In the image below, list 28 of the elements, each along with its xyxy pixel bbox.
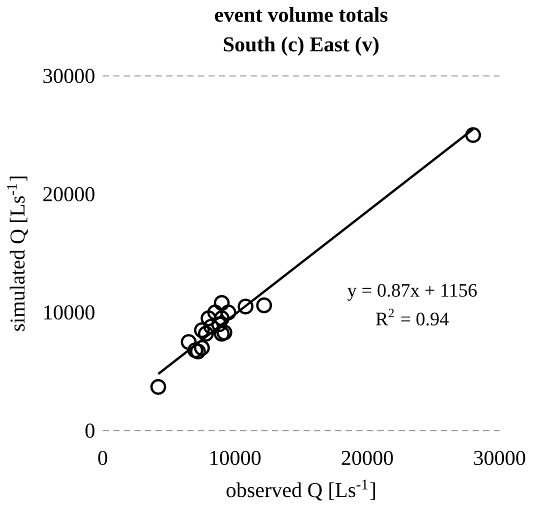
point [180, 334, 197, 350]
point [198, 326, 214, 342]
point [187, 342, 204, 358]
point [256, 298, 272, 314]
x-tick-label: 20000 [342, 451, 393, 466]
point [194, 340, 210, 356]
point [207, 304, 224, 321]
x-tick-label: 0 [98, 451, 108, 466]
point [465, 127, 482, 144]
point [150, 379, 166, 396]
chart-subtitle: South (c) East (v) [224, 36, 379, 56]
point [220, 304, 236, 321]
annotation: y = 0.87x + 1156 [347, 284, 477, 301]
point [200, 310, 216, 327]
annotation: R$^{2}$ = 0.94 [376, 309, 449, 326]
chart-title: event volume totals [214, 7, 388, 22]
y-tick-label: 10000 [44, 306, 94, 320]
point [194, 322, 210, 338]
point [190, 344, 206, 360]
y-tick-label: 0 [85, 424, 94, 438]
x-tick-label: 30000 [474, 451, 526, 466]
y-axis-title: simulated Q [Ls$^{-1}$] [7, 176, 28, 331]
y-tick-label: 20000 [43, 187, 94, 202]
y-tick-label: 30000 [43, 69, 94, 84]
x-axis-title: observed Q [Ls$^{-1}$] [226, 480, 375, 501]
x-tick-label: 10000 [210, 451, 261, 466]
point [214, 295, 230, 312]
point [238, 298, 254, 315]
